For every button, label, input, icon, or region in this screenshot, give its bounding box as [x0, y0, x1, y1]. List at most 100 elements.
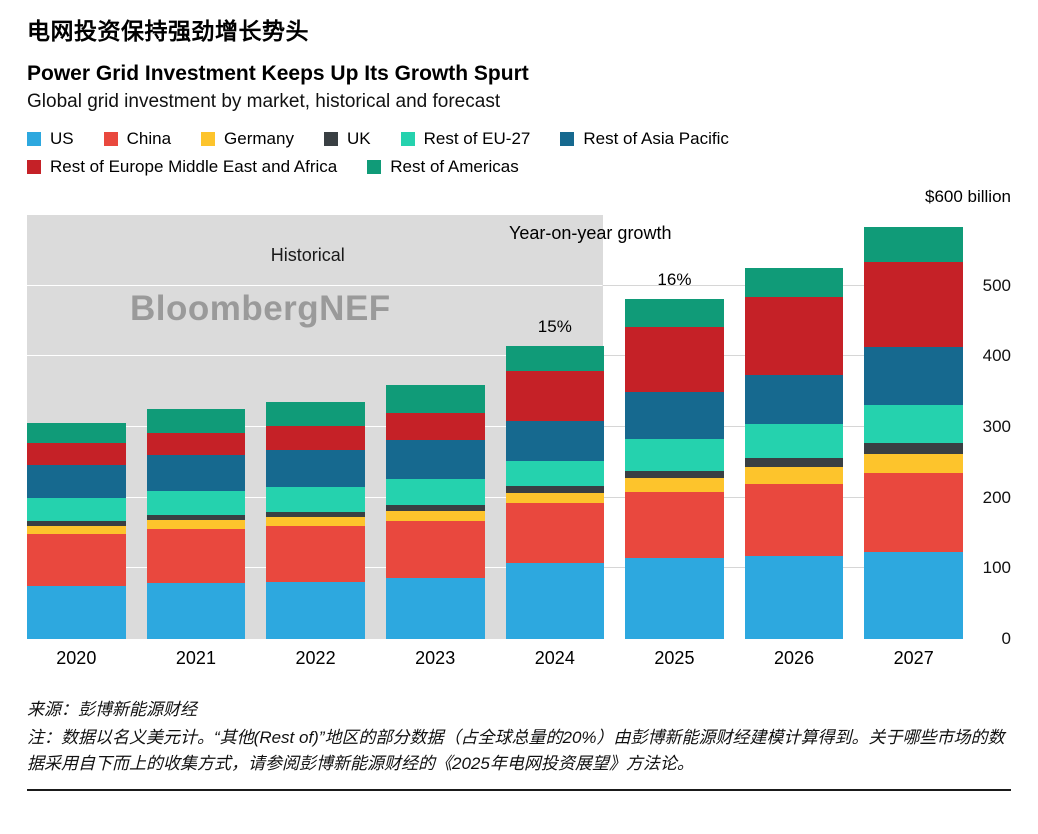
segment-rest-of-europe-middle-east-and-africa-2023 — [385, 412, 485, 440]
legend-item-us: US — [27, 129, 74, 149]
legend-label: Rest of Americas — [390, 157, 519, 176]
bar-2027 — [864, 215, 963, 639]
title-en: Power Grid Investment Keeps Up Its Growt… — [27, 62, 529, 85]
y-tick-100: 100 — [982, 558, 1011, 578]
segment-rest-of-asia-pacific-2021 — [146, 455, 246, 491]
segment-us-2025 — [625, 558, 724, 639]
growth-annotation-2024: 15% — [537, 316, 572, 336]
segment-rest-of-americas-2022 — [266, 401, 365, 427]
x-tick-2021: 2021 — [175, 648, 216, 668]
segment-rest-of-americas-2021 — [146, 409, 246, 433]
x-tick-2027: 2027 — [893, 648, 934, 668]
title-zh: 电网投资保持强劲增长势头 — [27, 18, 309, 44]
segment-rest-of-eu-27-2022 — [266, 487, 365, 512]
segment-germany-2023 — [385, 511, 485, 521]
legend-swatch-germany — [201, 132, 216, 146]
segment-uk-2025 — [625, 470, 724, 478]
segment-us-2026 — [744, 555, 844, 639]
gridline-500 — [27, 284, 963, 286]
gridline-400 — [27, 355, 963, 357]
legend-label: UK — [346, 129, 371, 148]
segment-rest-of-asia-pacific-2023 — [385, 439, 485, 479]
plot-area: BloombergNEF Historical Year-on-year gro… — [27, 215, 963, 639]
legend-label: Rest of Asia Pacific — [583, 129, 729, 148]
segment-rest-of-eu-27-2020 — [27, 498, 126, 522]
segment-rest-of-eu-27-2027 — [864, 405, 963, 444]
legend-swatch-rest-of-americas — [367, 160, 382, 174]
legend: US China Germany UK Rest of EU-27 Rest of Asi… — [27, 129, 957, 177]
x-tick-2020: 2020 — [56, 648, 97, 668]
segment-rest-of-asia-pacific-2020 — [27, 464, 126, 499]
segment-rest-of-eu-27-2023 — [385, 478, 485, 506]
bar-stack-2027 — [864, 215, 963, 639]
bar-stack-2022 — [266, 215, 365, 639]
legend-item-rest-of-eu-27: Rest of EU-27 — [400, 129, 531, 149]
legend-swatch-china — [103, 132, 118, 146]
segment-uk-2023 — [385, 505, 485, 512]
legend-swatch-us — [27, 132, 41, 146]
gridline-200 — [27, 496, 963, 498]
segment-germany-2021 — [146, 519, 246, 529]
gridline-300 — [27, 426, 963, 427]
legend-label: US — [50, 129, 74, 148]
x-tick-2026: 2026 — [774, 648, 815, 668]
legend-item-china: China — [103, 129, 172, 149]
y-tick-0: 0 — [1001, 629, 1011, 648]
segment-rest-of-americas-2024 — [505, 345, 605, 371]
segment-china-2022 — [266, 525, 365, 582]
segment-germany-2020 — [27, 525, 126, 534]
segment-china-2025 — [625, 492, 724, 559]
segment-rest-of-eu-27-2021 — [146, 490, 246, 515]
legend-label: Germany — [224, 129, 294, 148]
segment-rest-of-eu-27-2024 — [505, 460, 605, 487]
segment-rest-of-asia-pacific-2022 — [266, 450, 365, 488]
x-axis: 2020 2021 2022 2023 2024 2025 2026 2027 — [27, 639, 963, 669]
segment-rest-of-asia-pacific-2025 — [625, 392, 724, 440]
growth-annotation-2025: 16% — [657, 270, 692, 290]
legend-swatch-rest-of-europe-middle-east-and-africa — [27, 160, 41, 174]
legend-label: Rest of EU-27 — [423, 129, 531, 148]
segment-china-2024 — [505, 502, 605, 564]
bottom-rule — [27, 788, 1011, 791]
segment-us-2023 — [385, 578, 485, 639]
segment-rest-of-asia-pacific-2026 — [744, 374, 844, 425]
segment-uk-2024 — [505, 486, 605, 494]
segment-uk-2027 — [864, 443, 963, 454]
segment-rest-of-americas-2025 — [625, 299, 724, 327]
segment-china-2021 — [146, 528, 246, 584]
bar-stack-2026 — [744, 215, 844, 639]
segment-china-2027 — [864, 472, 963, 553]
segment-germany-2026 — [744, 467, 844, 485]
segment-uk-2021 — [146, 514, 246, 520]
legend-item-uk: UK — [323, 129, 371, 149]
bar-2023 — [385, 215, 485, 639]
legend-item-rest-of-europe-middle-east-and-africa: Rest of Europe Middle East and Africa — [27, 157, 337, 177]
bar-2020 — [27, 215, 126, 639]
segment-rest-of-europe-middle-east-and-africa-2022 — [266, 426, 365, 451]
segment-rest-of-americas-2020 — [27, 422, 126, 443]
legend-swatch-rest-of-asia-pacific — [560, 132, 575, 146]
segment-us-2022 — [266, 581, 365, 639]
bar-2022 — [266, 215, 365, 639]
x-tick-2025: 2025 — [654, 648, 695, 668]
historical-label: Historical — [270, 245, 345, 265]
bar-stack-2025 — [625, 215, 724, 639]
bloombergnef-watermark: BloombergNEF — [129, 289, 391, 328]
bar-2025: 16% — [625, 215, 724, 639]
source-line: 来源：彭博新能源财经 — [27, 700, 197, 719]
legend-item-germany: Germany — [201, 129, 294, 149]
bar-2021 — [146, 215, 246, 639]
segment-germany-2024 — [505, 493, 605, 503]
segment-rest-of-europe-middle-east-and-africa-2020 — [27, 442, 126, 465]
bar-series: 15% 16% — [27, 215, 963, 639]
legend-label: China — [126, 129, 172, 148]
y-tick-200: 200 — [982, 487, 1011, 507]
segment-china-2026 — [744, 484, 844, 556]
segment-germany-2025 — [625, 477, 724, 493]
x-tick-2023: 2023 — [415, 648, 456, 668]
bar-stack-2020 — [27, 215, 126, 639]
segment-germany-2027 — [864, 453, 963, 473]
subtitle: Global grid investment by market, histor… — [27, 91, 501, 112]
segment-uk-2026 — [744, 458, 844, 468]
